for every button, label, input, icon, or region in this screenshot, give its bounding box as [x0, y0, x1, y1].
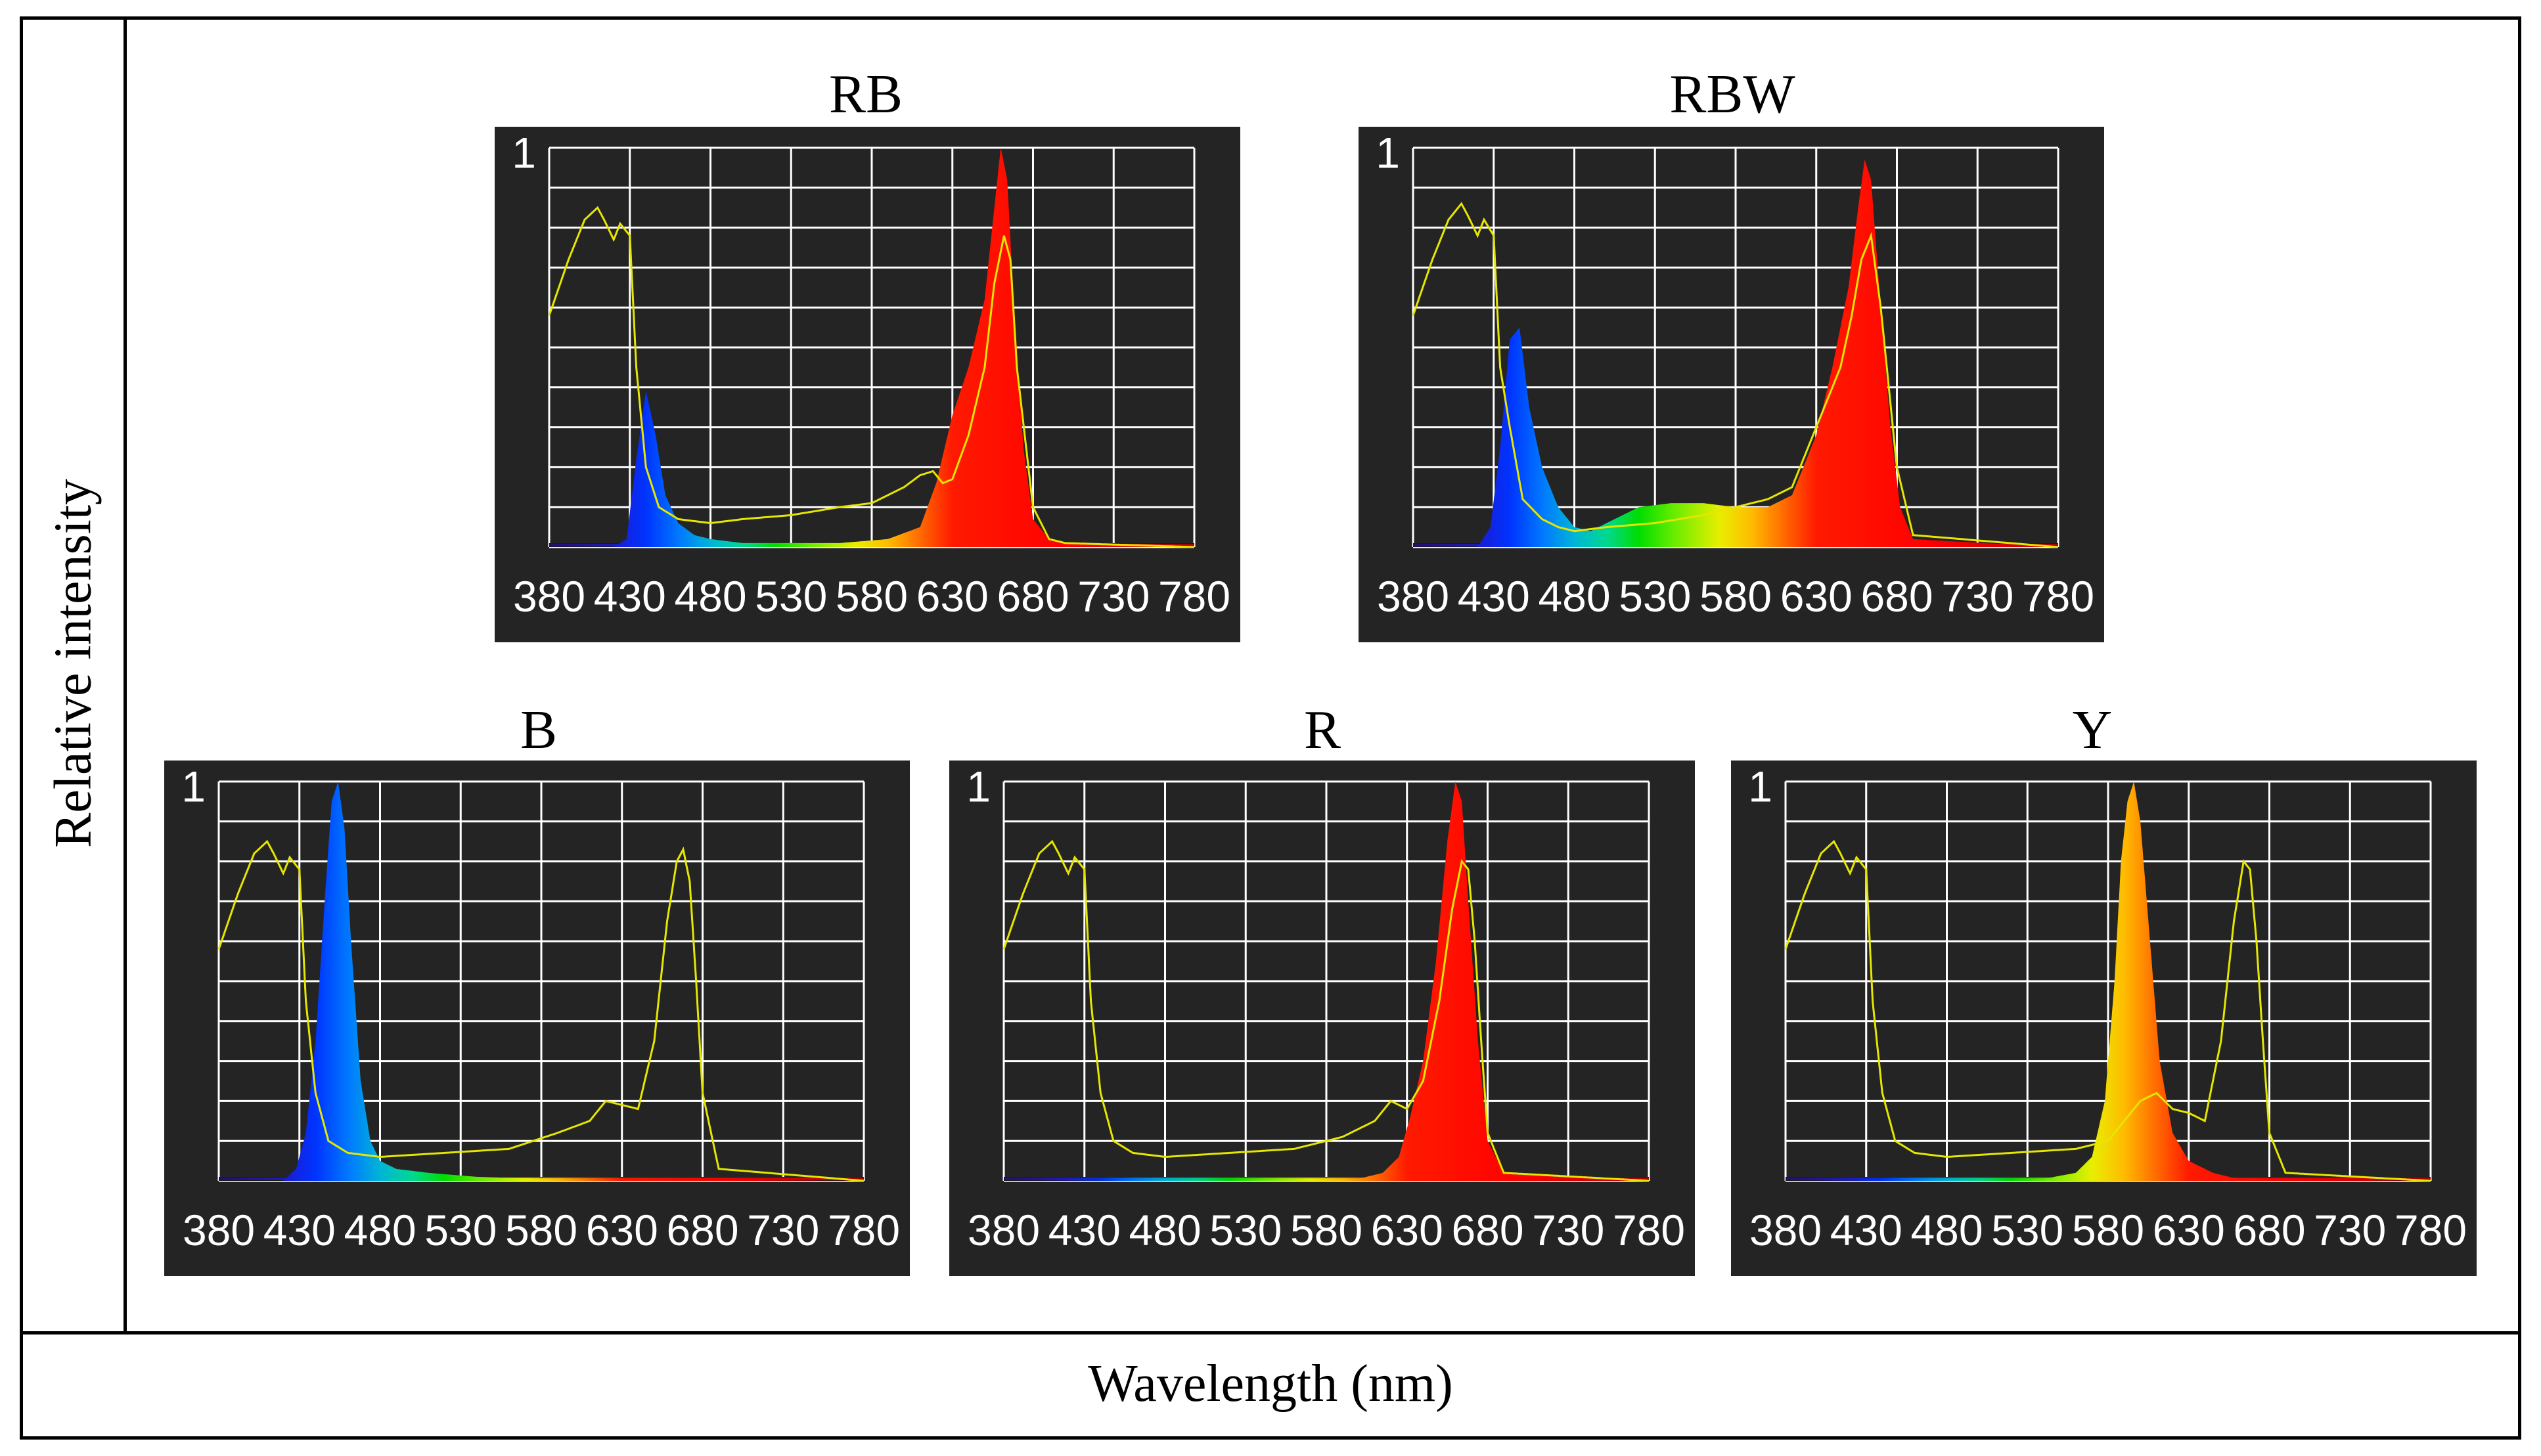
x-tick-label: 630 [916, 572, 989, 621]
y-tick-label: 1 [1376, 128, 1400, 177]
x-tick-label: 730 [2314, 1206, 2386, 1254]
spectrum-chart-b: 1 380 430 480 530 580 630 680 730 780 [181, 762, 900, 1254]
x-tick-label: 680 [1451, 1206, 1523, 1254]
x-tick-label: 680 [1860, 572, 1933, 621]
spectrum-fill [1786, 782, 2431, 1181]
x-tick-label: 480 [1129, 1206, 1201, 1254]
x-tick-label: 630 [1780, 572, 1853, 621]
x-tick-label: 430 [263, 1206, 336, 1254]
x-tick-label: 580 [1290, 1206, 1362, 1254]
panel-title-rbw: RBW [1669, 64, 1795, 125]
y-tick-label: 1 [512, 128, 536, 177]
x-tick-label: 480 [1538, 572, 1610, 621]
x-tick-label: 780 [2022, 572, 2094, 621]
x-tick-label: 580 [2072, 1206, 2144, 1254]
reference-curve [1002, 839, 1650, 1182]
x-tick-label: 380 [1377, 572, 1449, 621]
x-tick-label: 730 [1532, 1206, 1604, 1254]
x-tick-label: 730 [747, 1206, 819, 1254]
x-tick-label: 480 [674, 572, 746, 621]
x-axis-label: Wavelength (nm) [1088, 1355, 1453, 1413]
x-tick-label: 630 [2153, 1206, 2225, 1254]
spectrum-chart-y: 1 380 430 480 530 580 630 680 730 780 [1748, 762, 2467, 1254]
y-tick-label: 1 [966, 762, 991, 810]
spectrum-panel-r: 1 380 430 480 530 580 630 680 730 780 [949, 761, 1695, 1276]
x-tick-label: 380 [513, 572, 585, 621]
spectrum-chart-rbw: 1 380 430 480 530 580 630 680 730 780 [1376, 128, 2094, 621]
reference-curve [217, 839, 865, 1182]
x-tick-label: 630 [586, 1206, 658, 1254]
x-tick-label: 430 [1048, 1206, 1121, 1254]
x-tick-label: 530 [424, 1206, 497, 1254]
grid [1002, 780, 1650, 1182]
x-tick-label: 530 [1991, 1206, 2063, 1254]
x-tick-label: 430 [594, 572, 666, 621]
reference-curve [1412, 202, 2059, 548]
reference-curve [1784, 839, 2431, 1182]
x-tick-label: 580 [836, 572, 908, 621]
x-tick-label: 730 [1077, 572, 1150, 621]
x-tick-label: 430 [1830, 1206, 1902, 1254]
x-tick-label: 530 [755, 572, 827, 621]
x-tick-label: 780 [828, 1206, 900, 1254]
x-tick-label: 780 [1158, 572, 1230, 621]
spectrum-chart-r: 1 380 430 480 530 580 630 680 730 780 [966, 762, 1685, 1254]
x-tick-label: 630 [1371, 1206, 1443, 1254]
x-tick-label: 730 [1941, 572, 2013, 621]
x-tick-label: 580 [505, 1206, 577, 1254]
y-axis-label-cell [20, 16, 127, 1333]
x-tick-label: 780 [1613, 1206, 1685, 1254]
x-tick-label: 580 [1699, 572, 1772, 621]
x-tick-label: 780 [2395, 1206, 2467, 1254]
x-tick-label: 680 [2233, 1206, 2305, 1254]
reference-curve [548, 206, 1195, 548]
x-tick-label: 480 [1910, 1206, 1983, 1254]
x-axis-label-cell: Wavelength (nm) [20, 1331, 2521, 1440]
figure-frame [20, 16, 2521, 1440]
y-tick-label: 1 [181, 762, 206, 810]
x-tick-label: 430 [1458, 572, 1530, 621]
spectrum-chart-rb: 1 380 430 480 530 580 630 680 730 780 [512, 128, 1230, 621]
x-tick-label: 680 [666, 1206, 738, 1254]
x-tick-label: 380 [183, 1206, 255, 1254]
spectrum-panel-y: 1 380 430 480 530 580 630 680 730 780 [1731, 761, 2477, 1276]
panel-title-r: R [1303, 699, 1341, 761]
x-tick-label: 530 [1619, 572, 1691, 621]
x-tick-label: 680 [997, 572, 1069, 621]
panel-title-y: Y [2072, 699, 2113, 761]
spectrum-panel-b: 1 380 430 480 530 580 630 680 730 780 [164, 761, 910, 1276]
x-tick-label: 480 [344, 1206, 416, 1254]
spectrum-fill [219, 782, 864, 1181]
x-tick-label: 380 [1749, 1206, 1822, 1254]
x-tick-label: 380 [968, 1206, 1040, 1254]
y-axis-label: Relative intensity [44, 478, 102, 849]
spectrum-panel-rb: 1 380 430 480 530 580 630 680 730 780 [495, 127, 1240, 642]
panel-title-rb: RB [828, 64, 903, 125]
x-tick-label: 530 [1209, 1206, 1282, 1254]
y-tick-label: 1 [1748, 762, 1772, 810]
panel-title-b: B [520, 699, 558, 761]
spectrum-panel-rbw: 1 380 430 480 530 580 630 680 730 780 [1359, 127, 2104, 642]
